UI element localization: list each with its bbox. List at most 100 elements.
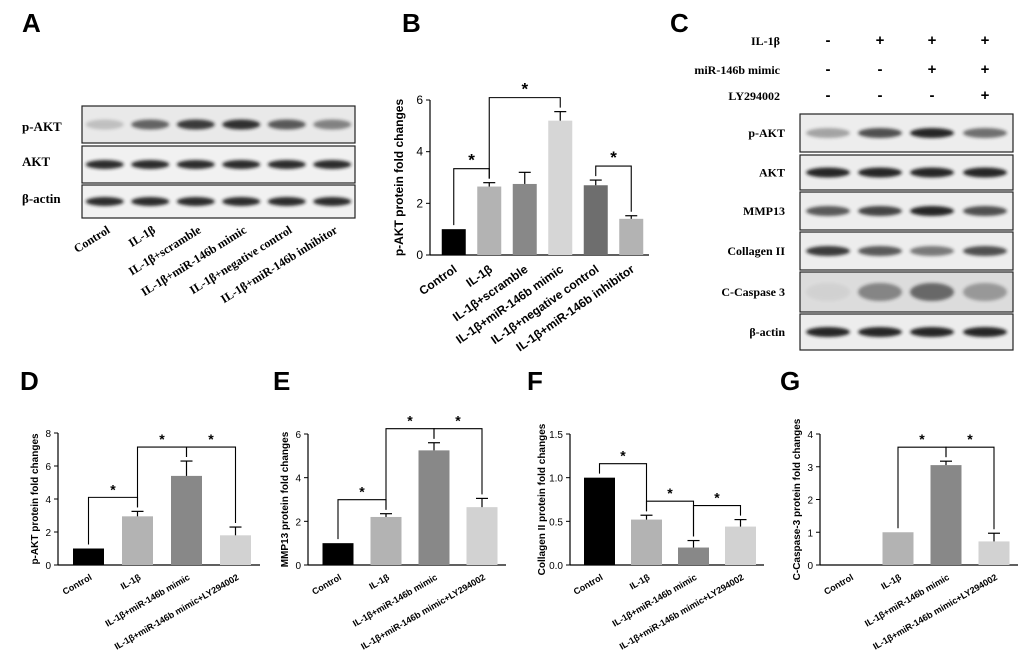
x-category-label: IL-1β+miR-146b mimic — [351, 572, 439, 629]
panel-letter-b: B — [402, 8, 421, 38]
y-tick-label: 0.0 — [549, 561, 563, 572]
blot-c-condition-mark: - — [930, 87, 935, 104]
bar — [466, 507, 498, 565]
blot-a-lane-labels: Control IL-1βIL-1β+scrambleIL-1β+miR-146b… — [71, 222, 340, 306]
bar — [512, 183, 537, 255]
blot-c-row-label: MMP13 — [743, 204, 785, 218]
y-tick-label: 0 — [45, 561, 51, 572]
protein-band — [910, 167, 954, 178]
significance-bracket — [595, 165, 632, 212]
protein-band — [910, 246, 954, 256]
bar — [370, 516, 402, 565]
y-axis-label: p-AKT protein fold changes — [392, 99, 406, 257]
bar — [322, 543, 354, 565]
x-category-label: IL-1β+miR-146b mimic — [611, 572, 699, 629]
protein-band — [806, 283, 850, 301]
bar — [171, 475, 202, 565]
significance-bracket — [488, 97, 561, 179]
y-tick-label: 6 — [295, 430, 301, 441]
y-tick-label: 4 — [295, 474, 301, 485]
significance-bracket — [692, 505, 742, 537]
bar — [978, 541, 1010, 565]
protein-band — [963, 327, 1007, 337]
x-category-label: IL-1β — [879, 572, 903, 592]
x-category-label: Control — [61, 572, 94, 597]
significance-star: * — [407, 413, 413, 429]
blot-c-row-label: C-Caspase 3 — [721, 285, 785, 299]
y-tick-label: 0 — [416, 248, 423, 262]
y-tick-label: 4 — [416, 145, 423, 159]
protein-band — [858, 246, 902, 256]
bar — [930, 465, 962, 565]
panel-letter-f: F — [527, 366, 543, 396]
x-category-label: Control — [572, 572, 605, 597]
blot-c-condition-mark: - — [878, 87, 883, 104]
protein-band — [222, 119, 261, 130]
blot-a-strips — [81, 105, 356, 219]
bar — [220, 535, 251, 565]
y-tick-label: 8 — [45, 429, 51, 440]
protein-band — [267, 160, 306, 169]
blot-c: IL-1β - + + +miR-146b mimic - - + +LY294002- - - + … — [694, 32, 1014, 351]
x-category-label: Control — [822, 572, 855, 597]
protein-band — [858, 327, 902, 337]
blot-c-condition-mark: + — [981, 61, 990, 78]
protein-band — [222, 197, 261, 206]
protein-band — [963, 128, 1007, 138]
blot-c-condition-mark: + — [876, 32, 885, 49]
x-category-label: IL-1β — [367, 572, 391, 592]
blot-c-condition-table: IL-1β - + + + miR-146b mimic - - + + LY294002 - - - + — [694, 32, 989, 104]
significance-star: * — [521, 80, 528, 99]
x-category-label: Control — [416, 262, 459, 298]
protein-band — [222, 160, 261, 169]
blot-c-row-label: β-actin — [749, 325, 785, 339]
chart-g: 0 1 2 3 4 C-Caspase-3 protein fold changes Con… — [792, 418, 1018, 652]
protein-band — [313, 160, 352, 169]
blot-a: p-AKT AKT β-actin Control IL-1βIL-1β+scra… — [22, 105, 356, 306]
protein-band — [806, 128, 850, 138]
significance-bracket — [598, 463, 648, 512]
y-tick-label: 6 — [45, 462, 51, 473]
protein-band — [806, 167, 850, 178]
blot-a-row-label: β-actin — [22, 191, 61, 206]
protein-band — [963, 206, 1007, 216]
significance-star: * — [159, 431, 165, 447]
panel-letter-d: D — [20, 366, 39, 396]
bar — [441, 229, 466, 255]
y-tick-label: 2 — [45, 528, 51, 539]
protein-band — [858, 206, 902, 216]
bar — [548, 120, 573, 256]
chart-e: 0 2 4 6 MMP13 protein fold changes Control IL-… — [280, 413, 506, 652]
x-category-label: IL-1β — [119, 572, 143, 592]
protein-band — [806, 206, 850, 216]
blot-c-condition-label: IL-1β — [751, 34, 780, 48]
significance-star: * — [967, 431, 973, 447]
blot-a-row-label: p-AKT — [22, 119, 62, 134]
blot-c-condition-mark: - — [826, 87, 831, 104]
significance-star: * — [359, 484, 365, 500]
x-category-label: Control — [310, 572, 343, 597]
blot-c-condition-mark: + — [981, 87, 990, 104]
y-tick-label: 0 — [807, 561, 813, 572]
protein-band — [85, 160, 124, 169]
protein-band — [806, 246, 850, 256]
significance-star: * — [919, 431, 925, 447]
bar — [418, 450, 450, 565]
protein-band — [806, 327, 850, 337]
y-tick-label: 4 — [45, 495, 51, 506]
protein-band — [910, 206, 954, 216]
chart-d: 0 2 4 6 8 p-AKT protein fold changes Control IL… — [30, 429, 260, 652]
protein-band — [131, 160, 170, 169]
significance-bracket — [185, 446, 237, 524]
y-tick-label: 0 — [295, 561, 301, 572]
protein-band — [963, 246, 1007, 256]
bar — [583, 185, 608, 255]
protein-band — [176, 197, 215, 206]
significance-star: * — [110, 481, 116, 497]
bar — [584, 477, 615, 565]
blot-c-condition-mark: - — [826, 61, 831, 78]
blot-c-row-label: Collagen II — [727, 244, 785, 258]
